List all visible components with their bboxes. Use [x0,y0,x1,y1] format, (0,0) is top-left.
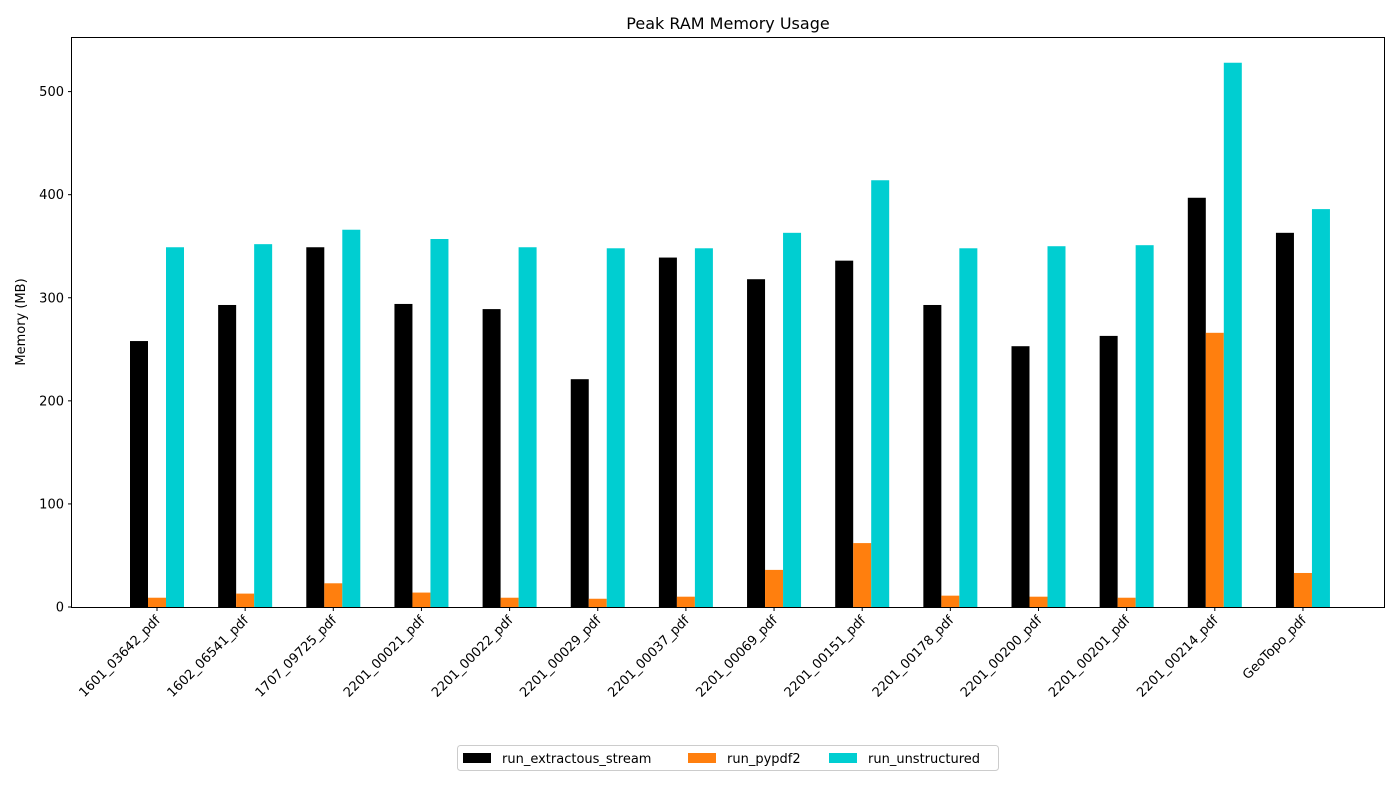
bar-run_pypdf2-2201_00201_pdf [1117,597,1136,607]
legend-label: run_pypdf2 [727,752,801,767]
bar-run_unstructured-2201_00022_pdf [518,247,537,607]
x-tick-label: 2201_00069_pdf [694,613,782,701]
legend: run_extractous_stream run_pypdf2 run_unstr… [457,745,999,771]
bar-run_unstructured-2201_00200_pdf [1047,246,1066,607]
bar-run_extractous_stream-1707_09725_pdf [306,247,325,607]
bar-run_pypdf2-2201_00178_pdf [941,595,960,607]
bar-run_pypdf2-2201_00022_pdf [500,597,519,607]
x-tick-label: 1601_03642_pdf [76,613,164,701]
bar-run_unstructured-2201_00029_pdf [606,248,625,607]
legend-items: run_extractous_stream run_pypdf2 run_unstr… [463,752,980,767]
legend-frame [457,745,999,771]
x-tick-label: 2201_00021_pdf [341,613,429,701]
bar-run_extractous_stream-2201_00029_pdf [570,379,589,607]
bar-run_pypdf2-1601_03642_pdf [148,597,166,607]
bar-run_unstructured-2201_00214_pdf [1223,62,1242,608]
y-axis-label: Memory (MB) [14,278,29,365]
x-axis: 1601_03642_pdf 1602_06541_pdf 1707_09725_p… [76,607,1310,701]
x-tick-label: 2201_00037_pdf [605,613,693,701]
x-tick-label: 2201_00151_pdf [782,613,870,701]
legend-swatch [688,753,716,763]
bar-run_extractous_stream-2201_00200_pdf [1011,346,1030,607]
bar-run_unstructured-1601_03642_pdf [166,247,184,607]
bar-run_unstructured-2201_00151_pdf [871,180,890,607]
bar-run_extractous_stream-2201_00022_pdf [482,309,501,607]
bar-run_extractous_stream-1601_03642_pdf [130,341,148,607]
y-tick-label: 300 [39,291,64,306]
bar-run_unstructured-2201_00021_pdf [430,239,449,607]
bar-run_unstructured-2201_00069_pdf [783,232,802,607]
bar-run_pypdf2-2201_00037_pdf [676,596,695,607]
x-tick-label: 2201_00200_pdf [958,613,1046,701]
legend-label: run_unstructured [868,752,980,767]
plot-frame [71,37,1385,608]
bar-run_extractous_stream-2201_00214_pdf [1187,197,1206,607]
bars-layer [130,62,1330,608]
bar-run_pypdf2-2201_00200_pdf [1029,596,1048,607]
bar-run_pypdf2-2201_00029_pdf [588,598,607,607]
legend-swatch [463,753,491,763]
y-tick-label: 0 [56,601,64,616]
legend-swatch [829,753,857,763]
bar-run_extractous_stream-2201_00178_pdf [923,304,942,607]
bar-run_unstructured-2201_00037_pdf [694,248,713,607]
x-tick-label: 2201_00022_pdf [429,613,517,701]
legend-item-run_pypdf2: run_pypdf2 [688,752,801,767]
bar-run_extractous_stream-2201_00069_pdf [747,279,766,607]
bar-run_pypdf2-2201_00214_pdf [1205,332,1224,607]
bar-run_unstructured-1707_09725_pdf [342,229,361,608]
bar-run_unstructured-GeoTopo_pdf [1311,209,1330,608]
x-tick-label: 1602_06541_pdf [165,613,253,701]
x-tick-label: 2201_00201_pdf [1046,613,1134,701]
bar-run_extractous_stream-2201_00151_pdf [835,260,854,607]
bar-run_unstructured-1602_06541_pdf [254,244,273,607]
y-axis: 0 100 200 300 400 500 [39,85,72,616]
legend-item-run_extractous_stream: run_extractous_stream [463,752,651,767]
y-tick-label: 400 [39,188,64,203]
x-tick-label: GeoTopo_pdf [1240,613,1310,683]
legend-label: run_extractous_stream [502,752,651,767]
y-tick-label: 200 [39,394,64,409]
y-tick-label: 100 [39,497,64,512]
x-tick-label: 1707_09725_pdf [253,613,341,701]
bar-run_pypdf2-2201_00069_pdf [765,569,784,607]
x-tick-label: 2201_00214_pdf [1134,613,1222,701]
bar-run_extractous_stream-2201_00037_pdf [658,257,677,607]
bar-run_extractous_stream-2201_00021_pdf [394,303,413,607]
bar-run_unstructured-2201_00178_pdf [959,248,978,607]
x-tick-label: 2201_00029_pdf [517,613,605,701]
bar-run_extractous_stream-1602_06541_pdf [218,304,237,607]
bar-run_pypdf2-2201_00151_pdf [853,543,872,607]
legend-item-run_unstructured: run_unstructured [829,752,980,767]
bar-run_extractous_stream-2201_00201_pdf [1099,335,1118,607]
bar-run_pypdf2-GeoTopo_pdf [1293,572,1312,607]
bar-run_pypdf2-1707_09725_pdf [324,583,343,607]
bar-run_pypdf2-1602_06541_pdf [236,593,255,607]
y-tick-label: 500 [39,85,64,100]
chart-title: Peak RAM Memory Usage [626,14,829,33]
bar-run_extractous_stream-GeoTopo_pdf [1275,232,1294,607]
x-tick-label: 2201_00178_pdf [870,613,958,701]
bar-run_pypdf2-2201_00021_pdf [412,592,431,607]
bar-run_unstructured-2201_00201_pdf [1135,245,1154,607]
